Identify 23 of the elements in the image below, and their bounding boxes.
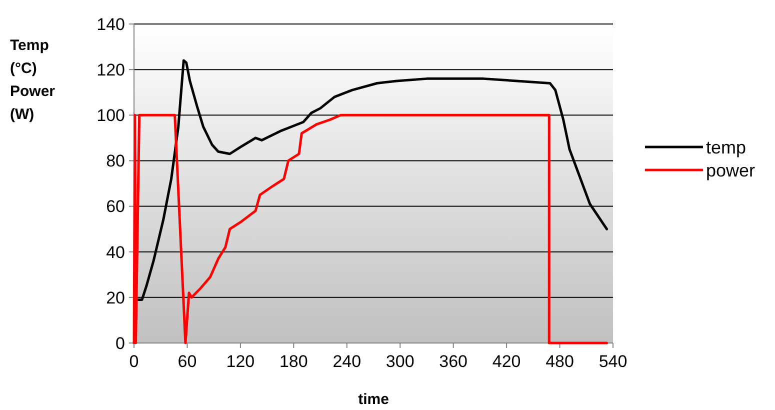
x-tick-label: 480 (546, 352, 574, 371)
x-tick-label: 360 (439, 352, 468, 371)
y-tick-label: 140 (96, 14, 125, 34)
x-tick-label: 180 (279, 352, 308, 371)
y-tick-label: 40 (106, 242, 125, 262)
x-tick-label: 0 (129, 352, 139, 371)
legend-label: power (706, 160, 756, 180)
y-tick-label: 120 (96, 60, 125, 80)
y-axis-title: Temp (°C) Power (W) (10, 37, 56, 123)
x-tick-label: 540 (598, 352, 628, 371)
x-tick-label: 420 (492, 352, 521, 371)
x-axis-title: time (358, 391, 389, 408)
y-tick-label: 0 (116, 334, 125, 353)
y-tick-label: 80 (106, 152, 125, 171)
x-tick-label: 300 (386, 352, 414, 371)
line-series (132, 114, 608, 344)
x-tick-label: 240 (332, 352, 362, 371)
x-tick-label: 60 (178, 352, 197, 371)
y-tick-label: 20 (106, 288, 125, 308)
legend-label: temp (706, 137, 746, 158)
x-tick-label: 120 (226, 352, 255, 371)
y-tick-label: 100 (96, 106, 125, 126)
y-tick-label: 60 (106, 197, 125, 216)
